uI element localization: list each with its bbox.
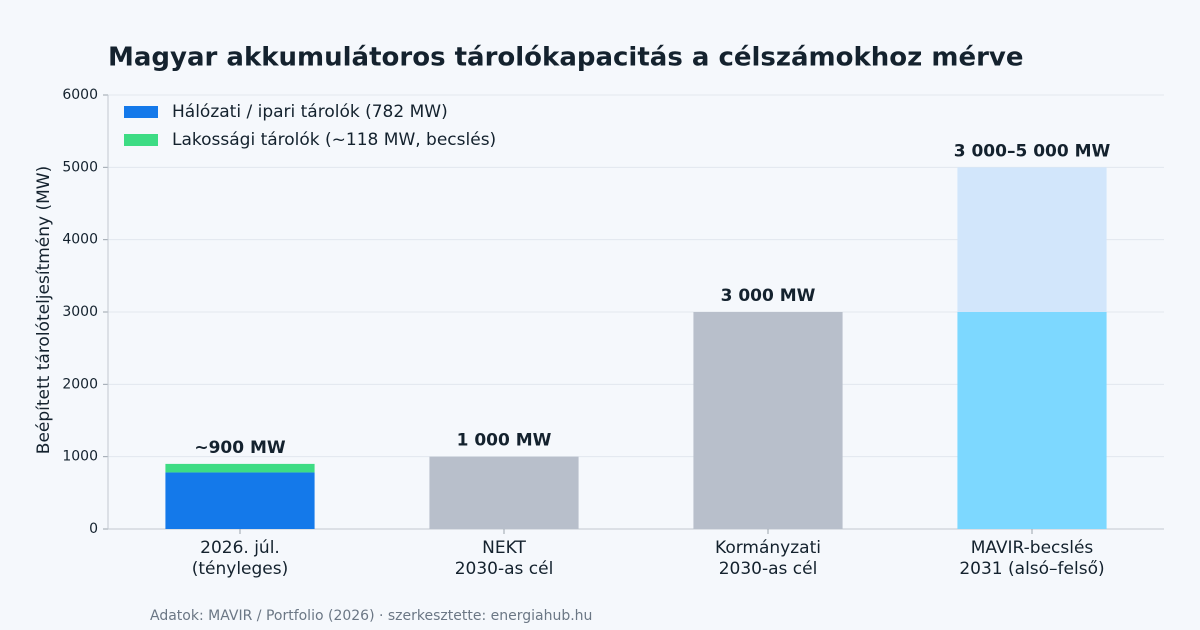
y-tick-label: 2000 <box>62 376 98 392</box>
x-tick-label: NEKT <box>482 538 526 558</box>
bar-label: 3 000 MW <box>721 286 816 306</box>
bar-segment <box>429 456 579 529</box>
x-tick-label: MAVIR-becslés <box>971 538 1094 558</box>
y-tick-label: 5000 <box>62 159 98 175</box>
legend-label: Lakossági tárolók (~118 MW, becslés) <box>172 130 496 150</box>
y-axis-label: Beépített tárolóteljesítmény (MW) <box>34 166 54 454</box>
y-tick-label: 1000 <box>62 449 98 465</box>
source-note: Adatok: MAVIR / Portfolio (2026) · szerk… <box>150 608 592 624</box>
chart-title: Magyar akkumulátoros tárolókapacitás a c… <box>108 43 1023 73</box>
x-tick-label: 2026. júl. <box>200 538 280 558</box>
bar-segment <box>957 312 1107 529</box>
legend-swatch <box>124 106 158 118</box>
bar-segment <box>165 463 315 473</box>
x-tick-label: (tényleges) <box>192 559 289 579</box>
y-tick-label: 0 <box>89 521 98 537</box>
x-tick-label: 2030-as cél <box>719 559 818 579</box>
x-tick-label: Kormányzati <box>715 538 821 558</box>
legend-label: Hálózati / ipari tárolók (782 MW) <box>172 102 448 122</box>
bar-segment <box>693 312 843 529</box>
x-tick-label: 2030-as cél <box>455 559 554 579</box>
legend-swatch <box>124 134 158 146</box>
bar-label: 3 000–5 000 MW <box>954 141 1111 161</box>
bar-segment <box>957 167 1107 312</box>
y-tick-label: 4000 <box>62 232 98 248</box>
bar-label: ~900 MW <box>194 438 286 458</box>
y-tick-label: 3000 <box>62 304 98 320</box>
bar-label: 1 000 MW <box>457 431 552 451</box>
bar-segment <box>165 472 315 529</box>
y-tick-label: 6000 <box>62 87 98 103</box>
x-tick-label: 2031 (alsó–felső) <box>959 559 1104 579</box>
